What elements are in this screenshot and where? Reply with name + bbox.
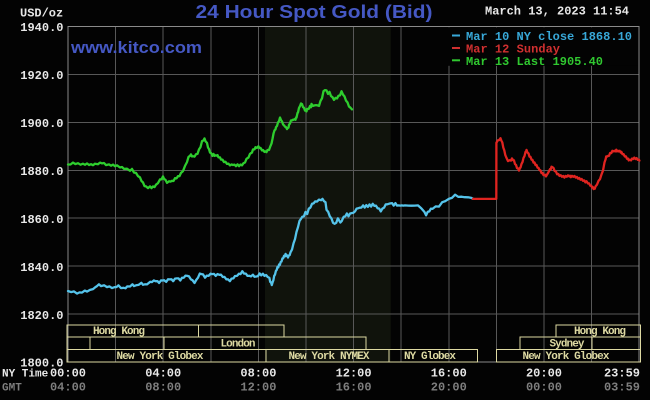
svg-text:NY Globex: NY Globex	[404, 351, 456, 363]
svg-text:www.kitco.com: www.kitco.com	[70, 38, 202, 57]
svg-text:03:59: 03:59	[604, 381, 640, 395]
svg-text:20:00: 20:00	[526, 367, 562, 381]
svg-text:04:00: 04:00	[145, 367, 181, 381]
svg-text:1800.0: 1800.0	[20, 357, 63, 371]
svg-text:1940.0: 1940.0	[20, 21, 63, 35]
svg-text:Mar 12 Sunday: Mar 12 Sunday	[466, 43, 560, 57]
svg-text:04:00: 04:00	[50, 381, 86, 395]
svg-text:Hong Kong: Hong Kong	[574, 326, 626, 338]
svg-text:1820.0: 1820.0	[20, 309, 63, 323]
svg-text:Mar 13 Last 1905.40: Mar 13 Last 1905.40	[466, 55, 603, 69]
svg-text:1920.0: 1920.0	[20, 69, 63, 83]
svg-text:London: London	[221, 339, 256, 351]
svg-text:24 Hour Spot Gold (Bid): 24 Hour Spot Gold (Bid)	[196, 2, 433, 22]
svg-text:Sydney: Sydney	[550, 339, 585, 351]
svg-text:New York NYMEX: New York NYMEX	[289, 351, 370, 363]
svg-text:1840.0: 1840.0	[20, 261, 63, 275]
svg-text:NY Time: NY Time	[2, 369, 49, 381]
svg-text:00:00: 00:00	[50, 367, 86, 381]
svg-text:March 13, 2023 11:54: March 13, 2023 11:54	[485, 5, 629, 19]
svg-text:Hong Kong: Hong Kong	[93, 326, 145, 338]
svg-text:16:00: 16:00	[431, 367, 467, 381]
svg-text:23:59: 23:59	[604, 367, 640, 381]
svg-text:New York Globex: New York Globex	[523, 351, 610, 363]
svg-text:USD/oz: USD/oz	[20, 7, 63, 21]
svg-text:Mar 10 NY close 1868.10: Mar 10 NY close 1868.10	[466, 30, 632, 44]
svg-text:12:00: 12:00	[336, 367, 372, 381]
svg-text:1900.0: 1900.0	[20, 117, 63, 131]
svg-text:1860.0: 1860.0	[20, 213, 63, 227]
svg-text:16:00: 16:00	[336, 381, 372, 395]
svg-text:08:00: 08:00	[145, 381, 181, 395]
svg-text:New York Globex: New York Globex	[117, 351, 204, 363]
svg-text:20:00: 20:00	[431, 381, 467, 395]
svg-text:1880.0: 1880.0	[20, 165, 63, 179]
svg-text:08:00: 08:00	[240, 367, 276, 381]
svg-text:GMT: GMT	[2, 383, 22, 395]
svg-text:00:00: 00:00	[526, 381, 562, 395]
svg-text:12:00: 12:00	[240, 381, 276, 395]
